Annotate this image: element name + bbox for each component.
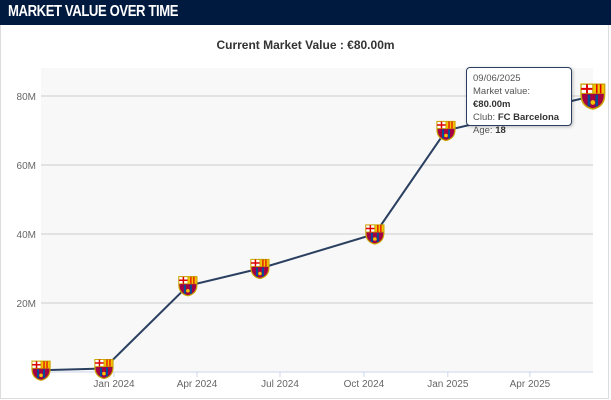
y-tick-label: 60M [17, 161, 36, 172]
tooltip-age: 18 [495, 125, 506, 136]
y-tick-label: 40M [17, 230, 36, 241]
tooltip: 09/06/2025 Market value: €80.00m Club: F… [466, 67, 572, 136]
tooltip-club-label: Club: [473, 112, 496, 123]
chart-subtitle: Current Market Value : €80.00m [216, 38, 395, 52]
x-tick-label: Apr 2024 [177, 379, 218, 390]
fc-barcelona-crest-icon [365, 224, 385, 245]
fc-barcelona-crest-icon [580, 83, 606, 110]
tooltip-age-label: Age: [473, 125, 493, 136]
section-header: MARKET VALUE OVER TIME [0, 0, 611, 25]
chart-container [0, 25, 609, 399]
tooltip-mv-label: Market value: [473, 86, 531, 97]
x-tick-label: Jan 2024 [93, 379, 135, 390]
fc-barcelona-crest-icon [31, 360, 51, 381]
tooltip-date: 09/06/2025 [473, 73, 521, 84]
fc-barcelona-crest-icon [436, 120, 456, 142]
fc-barcelona-crest-icon [94, 358, 114, 380]
fc-barcelona-crest-icon [178, 276, 198, 297]
tooltip-mv: €80.00m [473, 99, 511, 110]
x-tick-label: Jan 2025 [427, 379, 469, 390]
section-title: MARKET VALUE OVER TIME [8, 3, 179, 20]
x-tick-label: Apr 2025 [510, 379, 551, 390]
x-tick-label: Jul 2024 [261, 379, 299, 390]
y-tick-label: 80M [17, 92, 36, 103]
tooltip-club: FC Barcelona [497, 112, 560, 123]
y-tick-label: 20M [17, 299, 36, 310]
fc-barcelona-crest-icon [250, 258, 270, 280]
x-tick-label: Oct 2024 [344, 379, 385, 390]
